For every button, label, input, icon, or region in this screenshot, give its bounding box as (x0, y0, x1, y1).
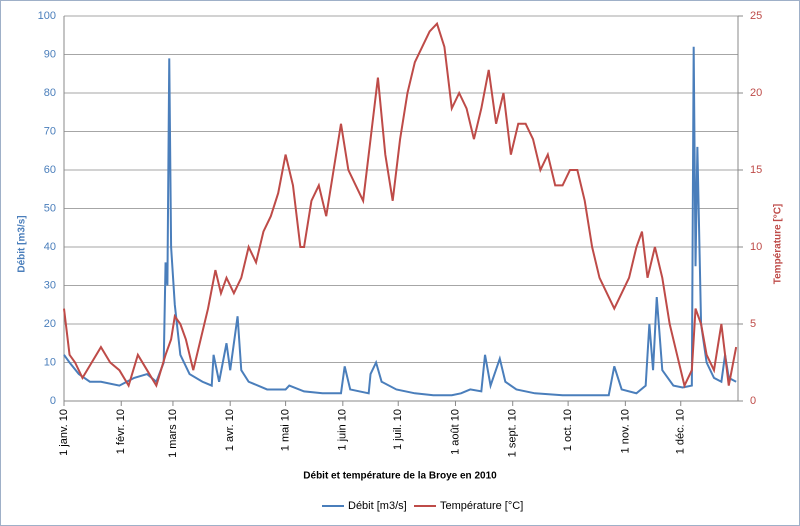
x-tick-label: 1 sept. 10 (507, 409, 519, 457)
y-tick-label: 100 (38, 10, 56, 22)
x-tick-label: 1 juin 10 (337, 409, 349, 451)
x-tick-label: 1 oct. 10 (562, 409, 574, 451)
y-tick-label: 0 (50, 395, 56, 407)
series-line (63, 21, 738, 389)
legend-label: Température [°C] (440, 500, 523, 512)
y-axis-label: Débit [m3/s] (17, 215, 28, 272)
y-tick-label: 40 (44, 241, 56, 253)
x-tick-label: 1 nov. 10 (619, 409, 631, 453)
x-tick-label: 1 avr. 10 (224, 409, 236, 451)
legend-label: Débit [m3/s] (348, 500, 407, 512)
y2-tick-label: 15 (750, 164, 762, 176)
y2-axis-label: Température [°C] (773, 204, 784, 285)
y-tick-label: 80 (44, 87, 56, 99)
y-tick-label: 50 (44, 202, 56, 214)
x-tick-label: 1 mars 10 (167, 409, 179, 458)
x-tick-label: 1 mai 10 (279, 409, 291, 451)
y-tick-label: 20 (44, 318, 56, 330)
y-tick-label: 90 (44, 48, 56, 60)
y2-tick-label: 20 (750, 87, 762, 99)
y-tick-label: 60 (44, 164, 56, 176)
y2-tick-label: 10 (750, 241, 762, 253)
x-tick-label: 1 févr. 10 (115, 409, 127, 454)
x-tick-label: 1 déc. 10 (675, 409, 687, 454)
y-tick-label: 70 (44, 125, 56, 137)
y2-tick-label: 25 (750, 10, 762, 22)
x-tick-label: 1 juil. 10 (392, 409, 404, 450)
y-tick-label: 10 (44, 356, 56, 368)
y-tick-label: 30 (44, 279, 56, 291)
x-tick-label: 1 août 10 (449, 409, 461, 455)
series-line (63, 46, 737, 397)
y2-tick-label: 5 (750, 318, 756, 330)
chart-title: Débit et température de la Broye en 2010 (303, 471, 497, 482)
y2-tick-label: 0 (750, 395, 756, 407)
x-tick-label: 1 janv. 10 (58, 409, 70, 456)
